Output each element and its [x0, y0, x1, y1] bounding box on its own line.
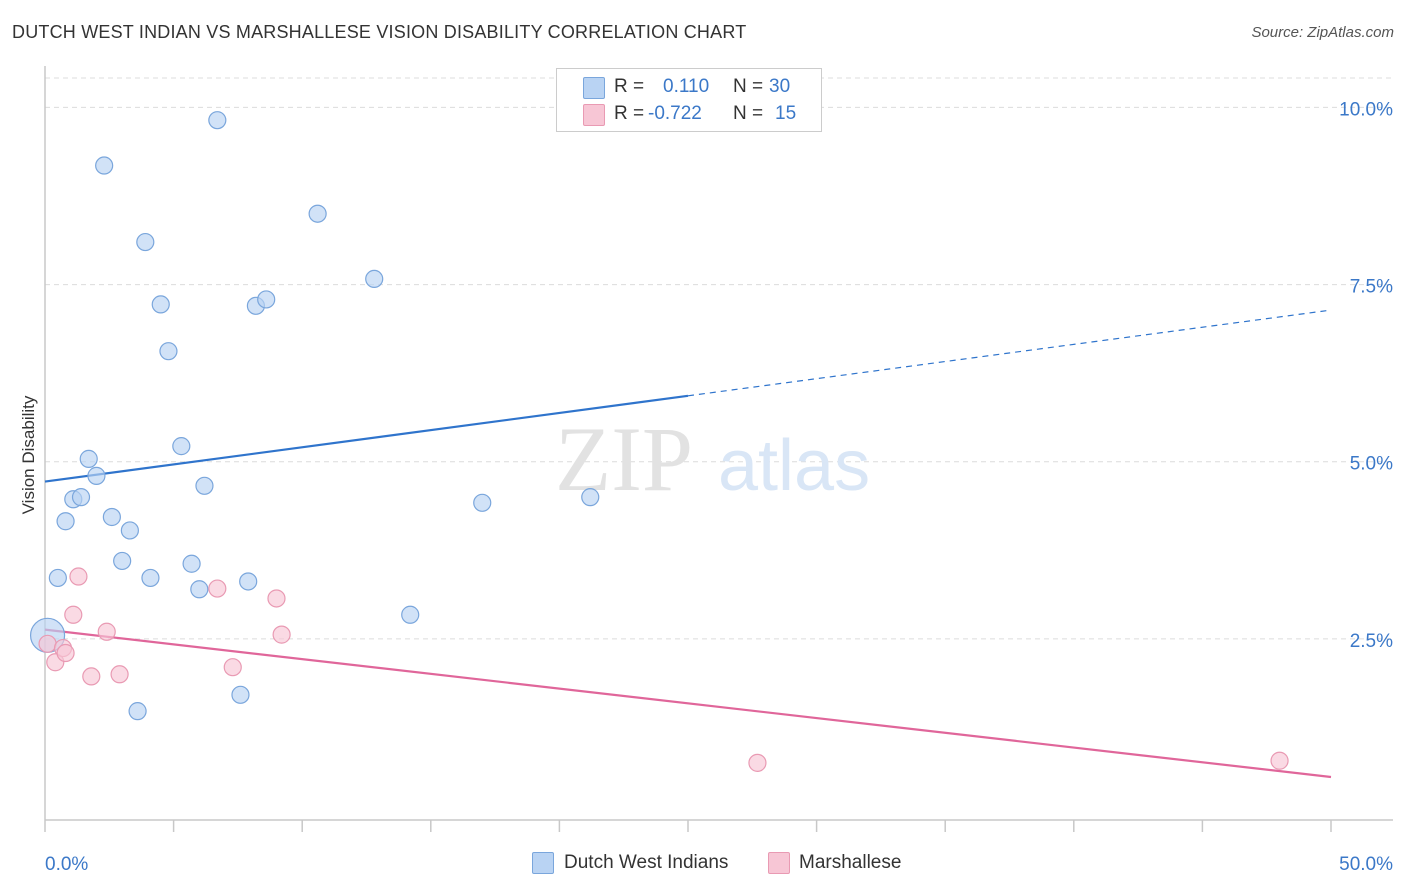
n-value: 30 — [769, 76, 791, 97]
marshallese-point — [272, 625, 291, 644]
source-label: Source: ZipAtlas.com — [1251, 24, 1394, 41]
x-tick-label: 50.0% — [1339, 854, 1393, 875]
y-tick-label: 10.0% — [1339, 99, 1393, 120]
dutch-point — [136, 232, 155, 252]
r-value: -0.722 — [648, 103, 702, 124]
marshallese-point — [267, 589, 286, 608]
dutch-point — [95, 156, 114, 175]
dutch-point — [401, 605, 420, 624]
blue-swatch-icon — [532, 852, 554, 874]
marshallese-trend-line — [44, 628, 1332, 779]
y-axis-label: Vision Disability — [19, 395, 38, 514]
dutch-point — [365, 269, 384, 289]
r-label: R = — [614, 76, 645, 97]
dutch-point — [102, 507, 121, 527]
dutch-point — [190, 580, 209, 599]
dutch-point — [182, 554, 201, 573]
watermark-atlas: atlas — [718, 426, 870, 506]
dutch-point — [159, 342, 178, 361]
marshallese-point — [69, 567, 88, 586]
data-points — [29, 111, 1289, 772]
marshallese-point — [56, 643, 75, 663]
dutch-point — [257, 290, 276, 309]
dutch-point — [172, 437, 191, 456]
pink-swatch-icon — [583, 104, 605, 126]
grid-lines — [45, 77, 1393, 640]
dutch-point — [195, 476, 214, 495]
dutch-point — [141, 568, 160, 588]
r-value: 0.110 — [663, 76, 710, 97]
trend-lines — [44, 309, 1332, 779]
marshallese-point — [110, 665, 129, 684]
dutch-point — [231, 685, 250, 704]
dutch-point — [79, 449, 98, 468]
chart-title: DUTCH WEST INDIAN VS MARSHALLESE VISION … — [12, 22, 747, 42]
blue-swatch-icon — [583, 77, 605, 99]
y-tick-label: 2.5% — [1350, 631, 1393, 652]
correlation-legend: R = 0.110 N = 30 R = -0.722 N = 15 — [556, 68, 822, 132]
marshallese-point — [97, 622, 116, 641]
dutch-point — [113, 551, 132, 571]
y-tick-label: 7.5% — [1350, 277, 1393, 298]
watermark-zip: ZIP — [555, 408, 693, 510]
dutch-point — [581, 488, 600, 507]
n-value: 15 — [775, 103, 797, 124]
marshallese-point — [208, 579, 227, 598]
marshallese-point — [223, 658, 242, 677]
marshallese-point — [1270, 751, 1289, 770]
dutch-point — [87, 466, 106, 485]
marshallese-point — [38, 634, 57, 653]
dutch-point — [208, 111, 227, 130]
dutch-point — [308, 204, 327, 223]
marshallese-point — [64, 605, 83, 624]
legend-row-marshallese: R = -0.722 N = 15 — [557, 102, 821, 128]
legend-label: Marshallese — [799, 852, 902, 873]
n-label: N = — [733, 103, 764, 124]
marshallese-point — [82, 667, 101, 686]
pink-swatch-icon — [768, 852, 790, 874]
dutch-trend-extension — [687, 309, 1332, 397]
x-tick-label: 0.0% — [45, 854, 88, 875]
dutch-point — [151, 295, 170, 314]
watermark: ZIP atlas — [555, 408, 870, 510]
tick-labels: 2.5% 5.0% 7.5% 10.0% 0.0% 50.0% — [45, 99, 1393, 875]
dutch-point — [239, 572, 258, 591]
dutch-point — [128, 702, 147, 721]
r-label: R = — [614, 103, 645, 124]
axes — [44, 66, 1393, 832]
dutch-point — [120, 521, 139, 540]
y-tick-label: 5.0% — [1350, 454, 1393, 475]
dutch-point — [473, 493, 492, 512]
dutch-point — [48, 568, 67, 588]
dutch-point — [56, 512, 75, 531]
legend-row-dutch: R = 0.110 N = 30 — [557, 75, 821, 101]
dutch-point — [71, 488, 91, 507]
legend-label: Dutch West Indians — [564, 852, 729, 873]
dutch-trend-line — [44, 394, 689, 483]
marshallese-point — [748, 753, 767, 772]
n-label: N = — [733, 76, 764, 97]
